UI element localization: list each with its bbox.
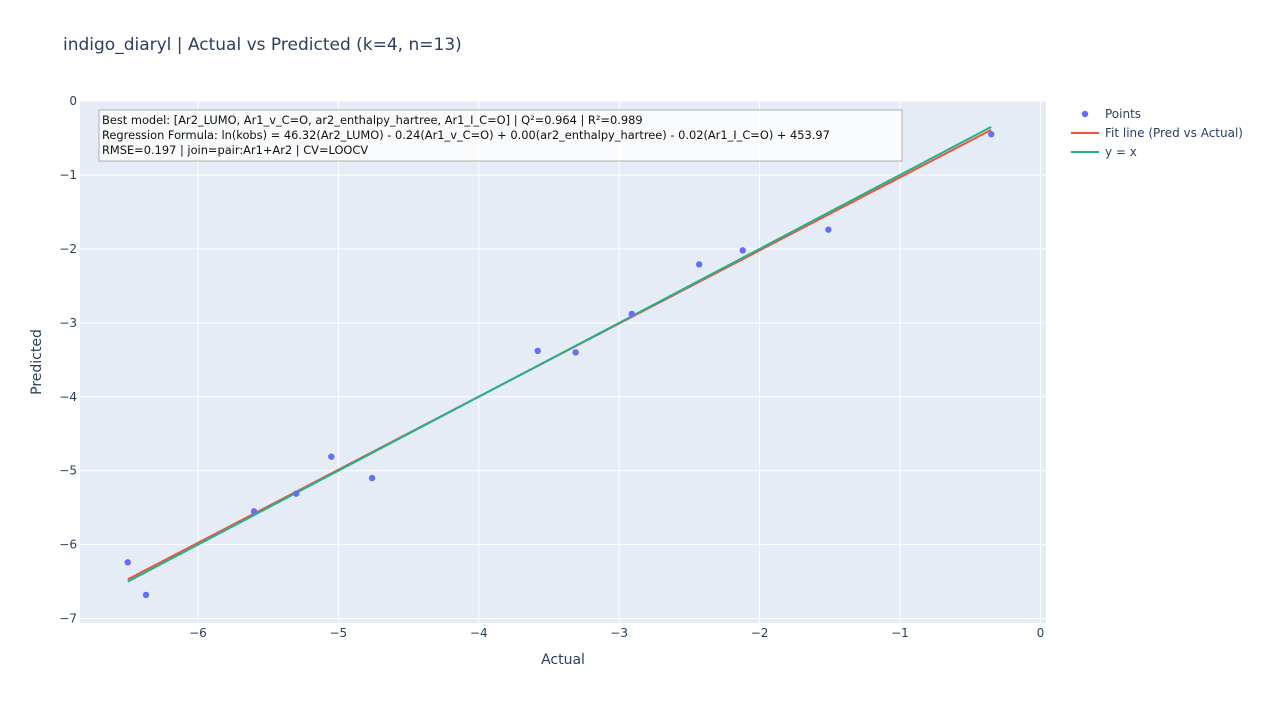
data-point[interactable] bbox=[250, 508, 258, 515]
y-tick-label: 0 bbox=[69, 94, 77, 108]
annotation-line: RMSE=0.197 | join=pair:Ar1+Ar2 | CV=LOOC… bbox=[102, 143, 368, 157]
data-point[interactable] bbox=[328, 453, 335, 460]
data-point[interactable] bbox=[628, 310, 635, 318]
data-point[interactable] bbox=[368, 474, 376, 482]
legend-label: Fit line (Pred vs Actual) bbox=[1105, 126, 1243, 140]
data-point[interactable] bbox=[695, 261, 703, 268]
legend-marker[interactable] bbox=[1081, 110, 1089, 118]
y-tick-label: −7 bbox=[59, 612, 77, 626]
y-tick-label: −2 bbox=[59, 242, 77, 256]
annotation-line: Best model: [Ar2_LUMO, Ar1_v_C=O, ar2_en… bbox=[102, 113, 643, 127]
chart-title: indigo_diaryl | Actual vs Predicted (k=4… bbox=[63, 35, 462, 55]
data-point[interactable] bbox=[988, 131, 995, 138]
y-tick-label: −6 bbox=[59, 538, 77, 552]
x-tick-label: −4 bbox=[470, 626, 488, 640]
x-tick-label: −2 bbox=[751, 626, 769, 640]
x-tick-label: 0 bbox=[1037, 626, 1045, 640]
y-tick-label: −5 bbox=[59, 464, 77, 478]
data-point[interactable] bbox=[572, 349, 579, 356]
x-tick-label: −5 bbox=[329, 626, 347, 640]
y-tick-label: −4 bbox=[59, 390, 77, 404]
data-point[interactable] bbox=[142, 591, 150, 599]
x-tick-label: −6 bbox=[189, 626, 207, 640]
y-axis-label: Predicted bbox=[29, 329, 45, 395]
legend-label: y = x bbox=[1105, 145, 1137, 159]
identity-line bbox=[127, 125, 992, 583]
data-point[interactable] bbox=[825, 226, 832, 233]
x-axis-label: Actual bbox=[541, 652, 585, 668]
annotation-line: Regression Formula: ln(kobs) = 46.32(Ar2… bbox=[102, 128, 830, 142]
y-tick-label: −1 bbox=[59, 168, 77, 182]
data-point[interactable] bbox=[293, 490, 300, 497]
legend-label: Points bbox=[1105, 107, 1141, 121]
data-point[interactable] bbox=[124, 559, 131, 566]
data-point[interactable] bbox=[534, 347, 541, 355]
data-point[interactable] bbox=[739, 247, 746, 254]
y-tick-label: −3 bbox=[59, 316, 77, 330]
x-tick-label: −1 bbox=[891, 626, 909, 640]
x-tick-label: −3 bbox=[610, 626, 628, 640]
annotation-box bbox=[98, 109, 903, 162]
plot-area bbox=[80, 101, 1046, 623]
